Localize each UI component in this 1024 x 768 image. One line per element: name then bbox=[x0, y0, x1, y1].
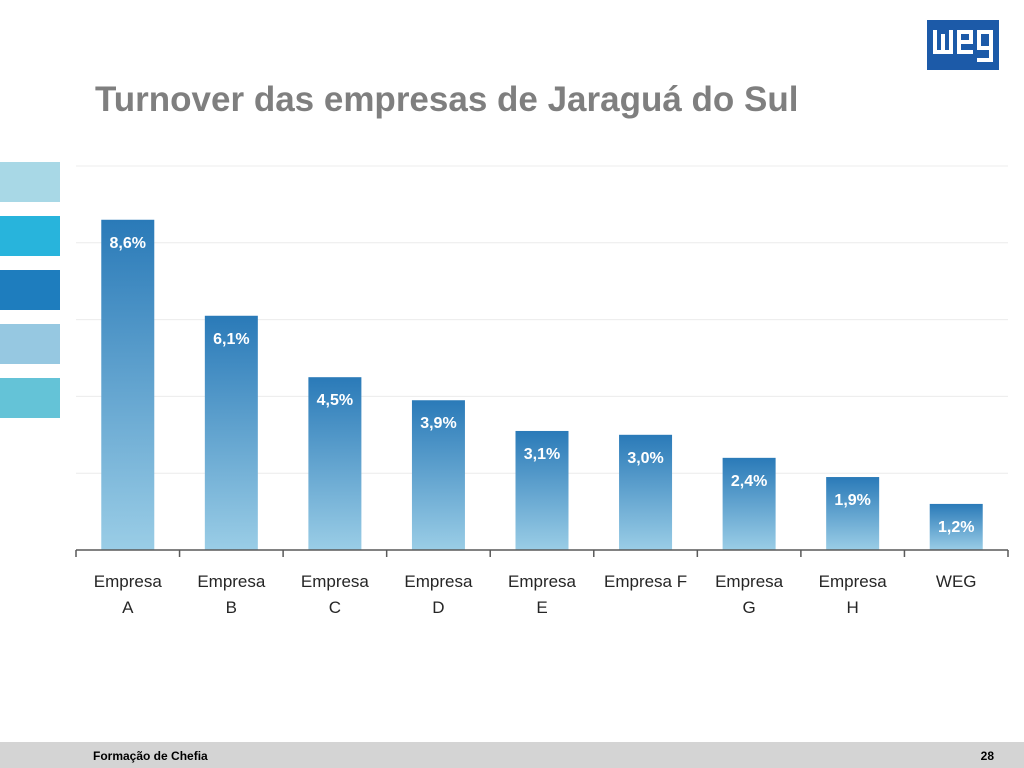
bar-value-label: 8,6% bbox=[110, 235, 146, 252]
bar-value-label: 2,4% bbox=[731, 473, 767, 490]
category-label: Empresa C bbox=[301, 572, 370, 617]
footer-title: Formação de Chefia bbox=[93, 749, 208, 763]
chart-x-axis bbox=[75, 549, 1009, 557]
bar-6 bbox=[619, 434, 673, 550]
bar-value-label: 4,5% bbox=[317, 392, 353, 409]
bar-value-label: 3,0% bbox=[627, 450, 663, 467]
category-label: Empresa F bbox=[604, 572, 687, 591]
bar-5 bbox=[515, 430, 569, 550]
bar-value-label: 3,1% bbox=[524, 446, 560, 463]
bar-9 bbox=[929, 503, 983, 550]
bar-7 bbox=[722, 457, 776, 550]
bar-value-label: 3,9% bbox=[420, 415, 456, 432]
side-square-5 bbox=[0, 378, 60, 418]
turnover-bar-chart: 8,6% Empresa A 6,1% Empresa B 4,5% Empresa C 3,9%… bbox=[75, 165, 1009, 617]
slide-title: Turnover das empresas de Jaraguá do Sul bbox=[95, 80, 799, 119]
bar-4 bbox=[411, 400, 465, 550]
category-label: Empresa D bbox=[404, 572, 473, 617]
bar-value-label: 1,9% bbox=[834, 492, 870, 509]
bar-1 bbox=[101, 219, 155, 550]
category-label: Empresa G bbox=[715, 572, 784, 617]
category-label: Empresa B bbox=[197, 572, 266, 617]
bar-8 bbox=[826, 477, 880, 550]
category-label: Empresa E bbox=[508, 572, 577, 617]
bar-value-label: 6,1% bbox=[213, 331, 249, 348]
page-number: 28 bbox=[980, 749, 994, 763]
side-square-2 bbox=[0, 216, 60, 256]
bar-2 bbox=[204, 315, 258, 550]
category-label: Empresa H bbox=[819, 572, 888, 617]
weg-logo bbox=[927, 20, 999, 70]
bar-3 bbox=[308, 377, 362, 550]
side-square-1 bbox=[0, 162, 60, 202]
chart-bars bbox=[101, 219, 983, 550]
side-square-4 bbox=[0, 324, 60, 364]
category-label: WEG bbox=[936, 572, 977, 591]
side-square-3 bbox=[0, 270, 60, 310]
chart-labels: 8,6% Empresa A 6,1% Empresa B 4,5% Empresa C 3,9%… bbox=[94, 235, 977, 617]
footer-bar: Formação de Chefia 28 bbox=[0, 742, 1024, 768]
category-label: Empresa A bbox=[94, 572, 163, 617]
bar-value-label: 1,2% bbox=[938, 519, 974, 536]
